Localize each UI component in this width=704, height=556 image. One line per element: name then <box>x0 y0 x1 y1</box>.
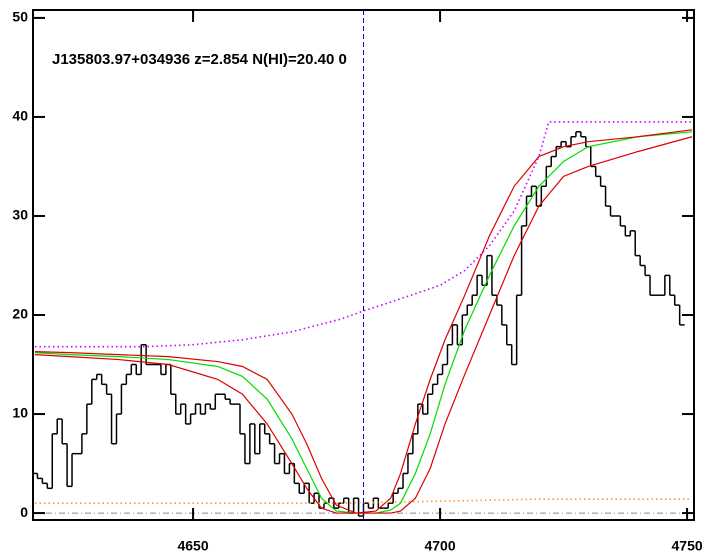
chart-title: J135803.97+034936 z=2.854 N(HI)=20.40 0 <box>52 51 347 68</box>
y-tick-label: 50 <box>12 9 28 25</box>
y-tick-label: 20 <box>12 306 28 322</box>
x-tick-label: 4750 <box>672 538 703 554</box>
y-tick-label: 10 <box>12 405 28 421</box>
x-tick-label: 4650 <box>177 538 208 554</box>
y-tick-label: 0 <box>20 504 28 520</box>
plot-frame <box>32 9 695 521</box>
model-line <box>34 129 693 514</box>
model-line <box>34 121 693 348</box>
model-line <box>34 136 693 514</box>
y-tick-label: 30 <box>12 207 28 223</box>
model-line <box>34 498 693 504</box>
y-tick-label: 40 <box>12 108 28 124</box>
x-tick-label: 4700 <box>424 538 455 554</box>
model-line <box>34 131 693 514</box>
